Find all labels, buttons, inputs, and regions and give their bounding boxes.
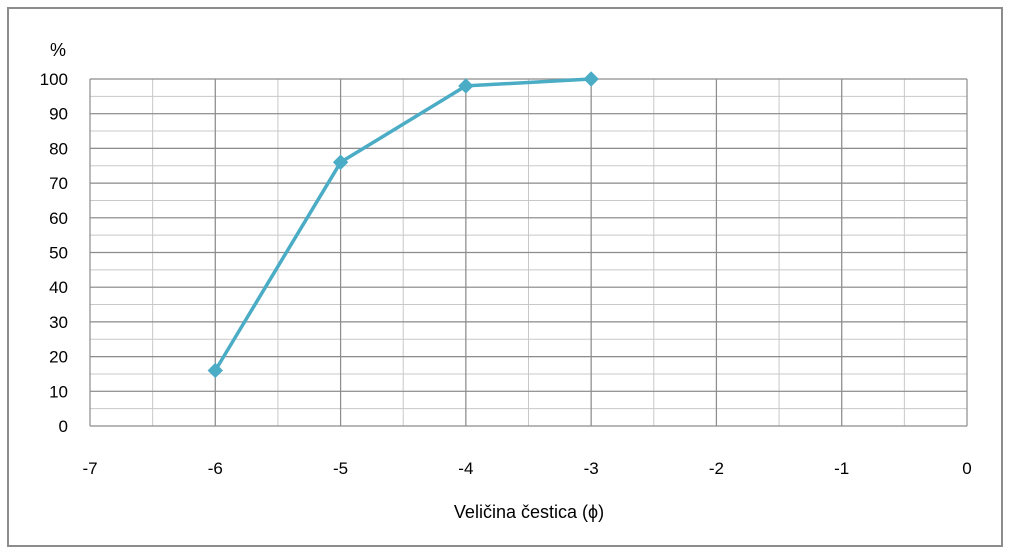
y-tick-label: 80 xyxy=(49,139,68,158)
x-axis-ticks: -7 -6 -5 -4 -3 -2 -1 0 xyxy=(82,459,971,478)
y-tick-label: 100 xyxy=(40,70,68,89)
y-tick-label: 0 xyxy=(59,417,68,436)
y-tick-label: 60 xyxy=(49,209,68,228)
y-tick-label: 10 xyxy=(49,382,68,401)
data-point xyxy=(458,78,474,94)
grid-major xyxy=(89,78,968,427)
y-tick-label: 90 xyxy=(49,105,68,124)
x-tick-label: -6 xyxy=(208,459,223,478)
y-tick-label: 30 xyxy=(49,313,68,332)
y-tick-label: 40 xyxy=(49,278,68,297)
y-axis-ticks: 0 10 20 30 40 50 60 70 80 90 100 xyxy=(40,70,68,436)
x-tick-label: -3 xyxy=(584,459,599,478)
x-tick-label: -4 xyxy=(458,459,473,478)
x-tick-label: -7 xyxy=(82,459,97,478)
data-point xyxy=(583,71,599,87)
data-point xyxy=(207,362,223,379)
series-group xyxy=(207,71,599,379)
x-tick-label: -1 xyxy=(834,459,849,478)
chart-frame xyxy=(7,7,1003,547)
y-tick-label: 50 xyxy=(49,244,68,263)
y-axis-label: % xyxy=(50,40,66,60)
x-tick-label: -5 xyxy=(333,459,348,478)
series-line xyxy=(213,77,592,372)
x-tick-label: -2 xyxy=(709,459,724,478)
y-tick-label: 70 xyxy=(49,174,68,193)
y-tick-label: 20 xyxy=(49,348,68,367)
data-point xyxy=(332,154,349,170)
x-tick-label: 0 xyxy=(962,459,971,478)
x-axis-label: Veličina čestica (ϕ) xyxy=(454,502,604,522)
